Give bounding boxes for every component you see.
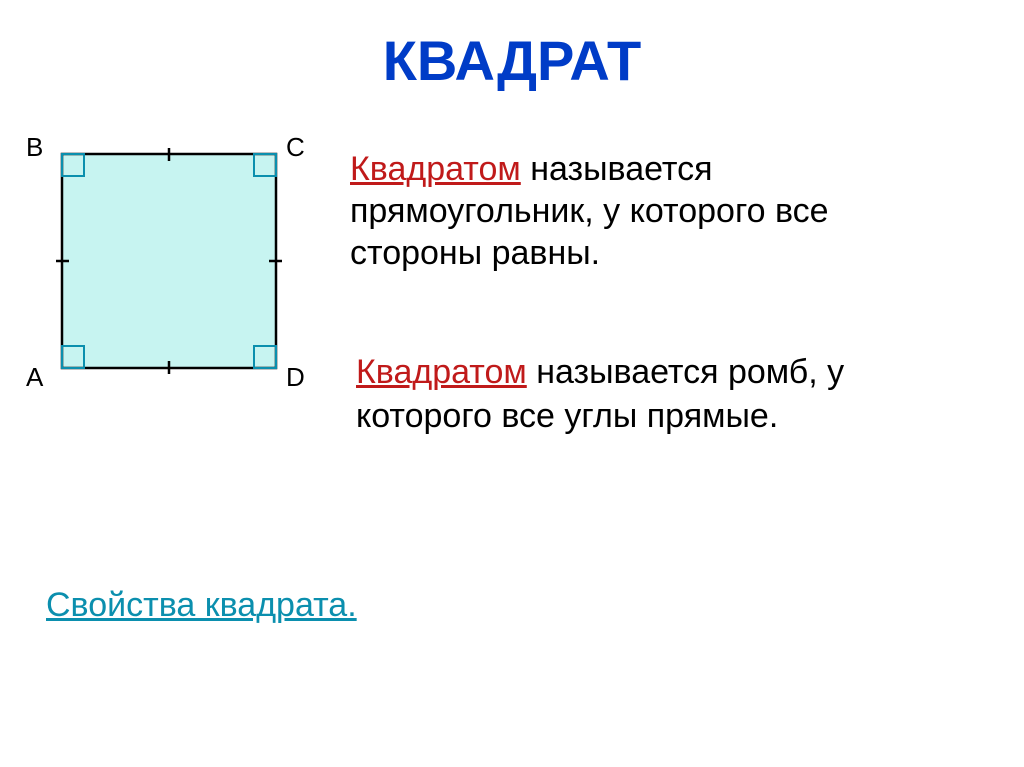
vertex-label-B: B [26, 132, 43, 163]
properties-link[interactable]: Свойства квадрата. [46, 586, 357, 625]
definition-2-line2: которого все углы прямые. [356, 394, 844, 438]
definition-1: Квадратом называется прямоугольник, у ко… [350, 148, 829, 274]
definition-2-line1: Квадратом называется ромб, у [356, 350, 844, 394]
definition-1-term: Квадратом [350, 150, 521, 188]
vertex-label-A: A [26, 362, 43, 393]
square-svg [56, 148, 282, 374]
definition-2: Квадратом называется ромб, у которого вс… [356, 350, 844, 438]
square-diagram: B C A D [56, 148, 282, 379]
definition-1-line2: прямоугольник, у которого все [350, 190, 829, 232]
vertex-label-C: C [286, 132, 305, 163]
definition-1-line3: стороны равны. [350, 232, 829, 274]
definition-2-term: Квадратом [356, 353, 527, 391]
definition-2-rest1: называется ромб, у [527, 353, 844, 391]
slide-title: КВАДРАТ [0, 28, 1024, 93]
definition-1-rest1: называется [521, 150, 713, 188]
vertex-label-D: D [286, 362, 305, 393]
definition-1-line1: Квадратом называется [350, 148, 829, 190]
